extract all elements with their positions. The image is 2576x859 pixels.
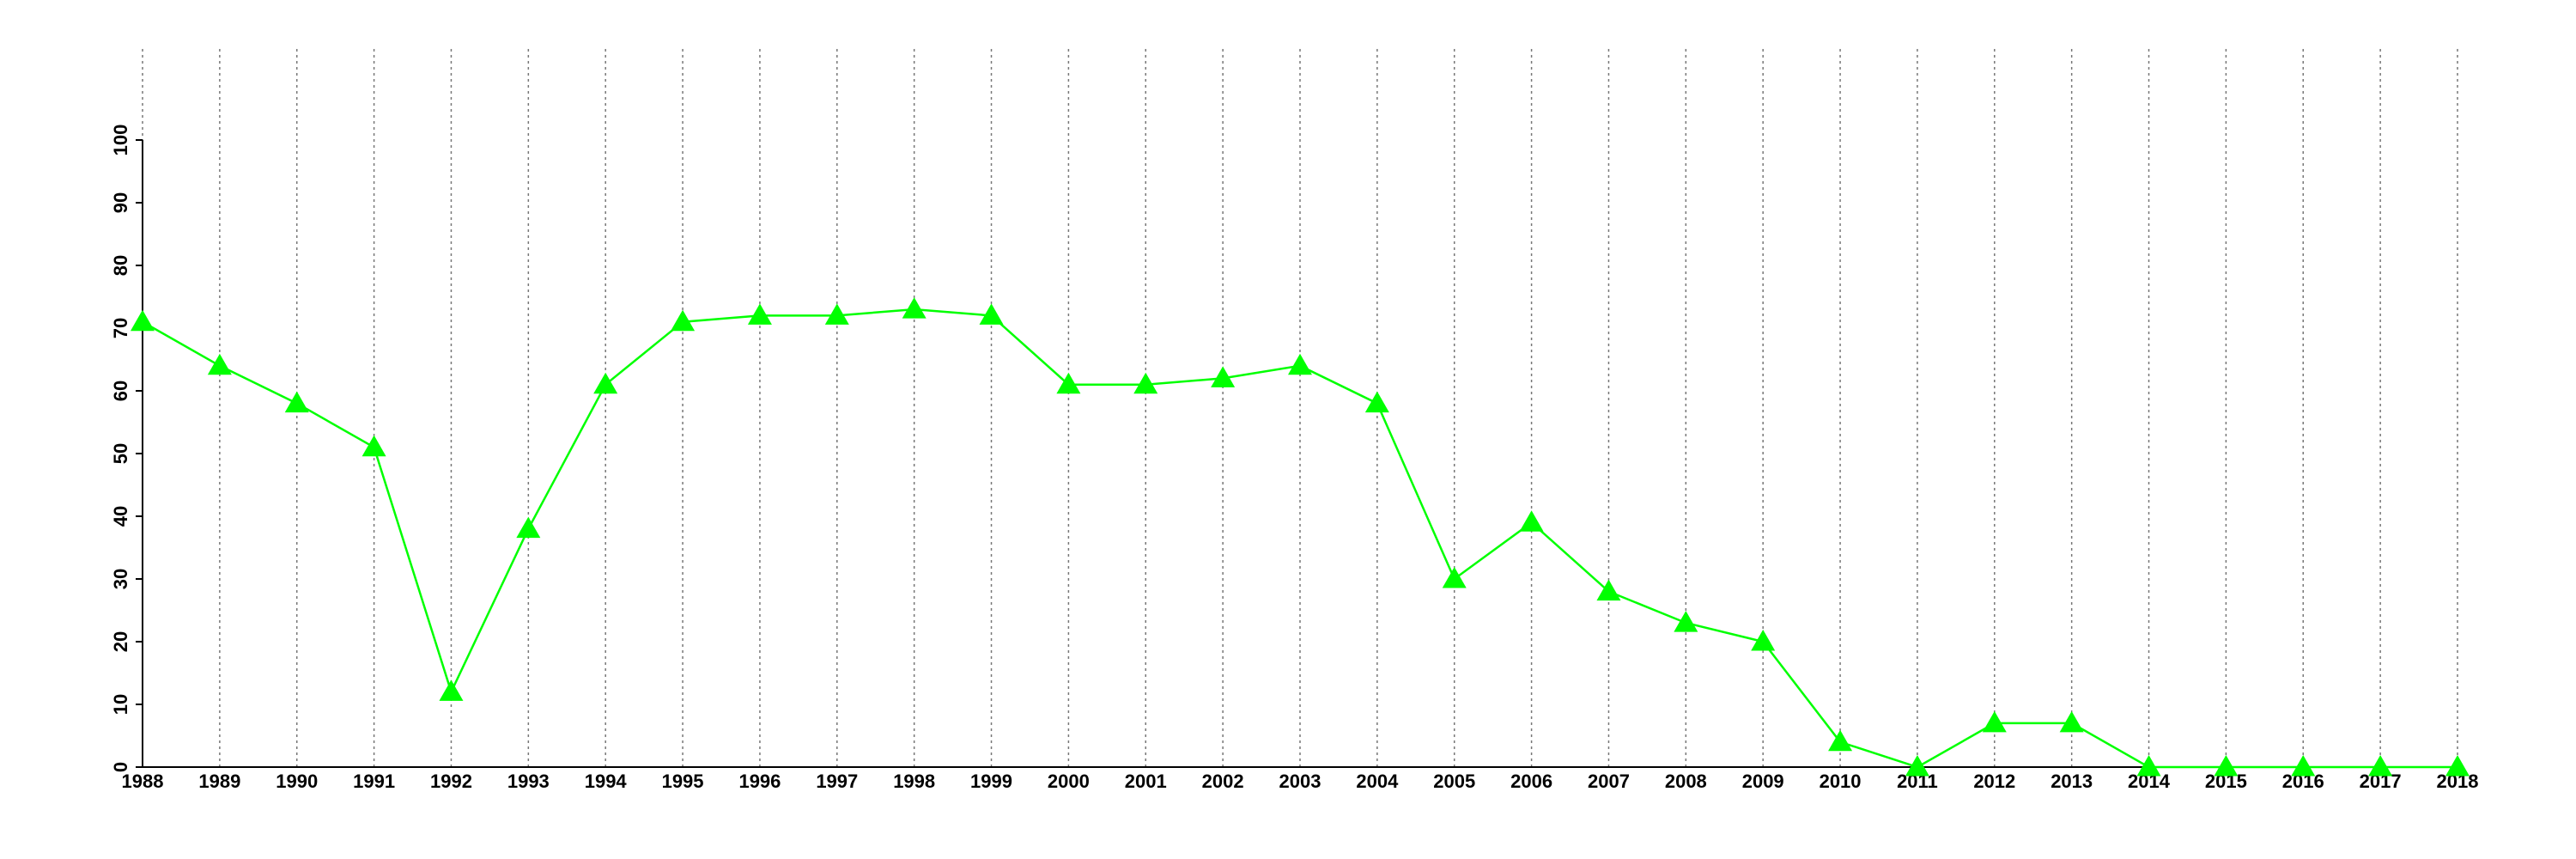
marker xyxy=(1133,372,1158,394)
marker xyxy=(1674,611,1698,632)
x-tick-label: 1992 xyxy=(430,771,472,792)
marker xyxy=(2136,755,2161,777)
x-tick-label: 1993 xyxy=(507,771,550,792)
x-tick-label: 1988 xyxy=(122,771,164,792)
x-tick-label: 1991 xyxy=(353,771,395,792)
marker xyxy=(1828,729,1853,752)
marker xyxy=(1596,579,1621,601)
marker xyxy=(2214,755,2239,777)
x-tick-label: 2007 xyxy=(1588,771,1630,792)
y-tick-label: 10 xyxy=(110,694,131,715)
x-tick-label: 1994 xyxy=(585,771,628,792)
marker xyxy=(2445,755,2470,777)
x-tick-label: 2000 xyxy=(1048,771,1090,792)
x-tick-label: 2009 xyxy=(1742,771,1784,792)
x-tick-label: 1989 xyxy=(198,771,240,792)
marker xyxy=(1982,710,2007,733)
marker xyxy=(979,303,1004,325)
x-tick-label: 2003 xyxy=(1279,771,1321,792)
x-tick-label: 2008 xyxy=(1665,771,1707,792)
x-tick-label: 2001 xyxy=(1125,771,1167,792)
y-tick-label: 80 xyxy=(110,255,131,276)
x-tick-label: 1999 xyxy=(970,771,1012,792)
marker xyxy=(1751,630,1776,651)
x-tick-label: 2006 xyxy=(1510,771,1552,792)
y-tick-label: 50 xyxy=(110,443,131,464)
y-tick-label: 90 xyxy=(110,192,131,213)
marker xyxy=(1288,353,1312,375)
y-tick-label: 40 xyxy=(110,506,131,527)
marker xyxy=(2059,710,2084,733)
x-tick-label: 1995 xyxy=(662,771,704,792)
y-tick-label: 30 xyxy=(110,569,131,589)
marker xyxy=(516,516,541,539)
marker xyxy=(207,353,232,375)
marker xyxy=(671,309,696,332)
y-tick-label: 70 xyxy=(110,318,131,338)
marker xyxy=(1519,510,1544,532)
marker xyxy=(1056,372,1081,394)
marker xyxy=(284,391,309,413)
marker xyxy=(131,309,155,332)
marker xyxy=(593,372,618,394)
x-tick-label: 2013 xyxy=(2050,771,2093,792)
marker xyxy=(439,679,464,701)
x-tick-label: 1996 xyxy=(738,771,781,792)
x-tick-label: 1998 xyxy=(893,771,935,792)
marker xyxy=(1364,391,1389,413)
x-tick-label: 1997 xyxy=(816,771,858,792)
x-tick-label: 2012 xyxy=(1973,771,2015,792)
y-tick-label: 20 xyxy=(110,631,131,652)
marker xyxy=(1442,567,1467,588)
x-tick-label: 2004 xyxy=(1356,771,1399,792)
marker xyxy=(1905,755,1929,777)
y-tick-label: 100 xyxy=(110,125,131,156)
marker xyxy=(2368,755,2393,777)
marker xyxy=(824,303,849,325)
y-tick-label: 60 xyxy=(110,381,131,401)
y-tick-label: 0 xyxy=(110,762,131,772)
x-tick-label: 1990 xyxy=(276,771,318,792)
x-tick-label: 2002 xyxy=(1202,771,1244,792)
marker xyxy=(361,435,386,457)
x-tick-label: 2010 xyxy=(1820,771,1862,792)
x-tick-label: 2005 xyxy=(1433,771,1475,792)
marker xyxy=(747,303,772,325)
marker xyxy=(2291,755,2316,777)
marker xyxy=(1211,366,1236,387)
marker xyxy=(902,297,927,319)
